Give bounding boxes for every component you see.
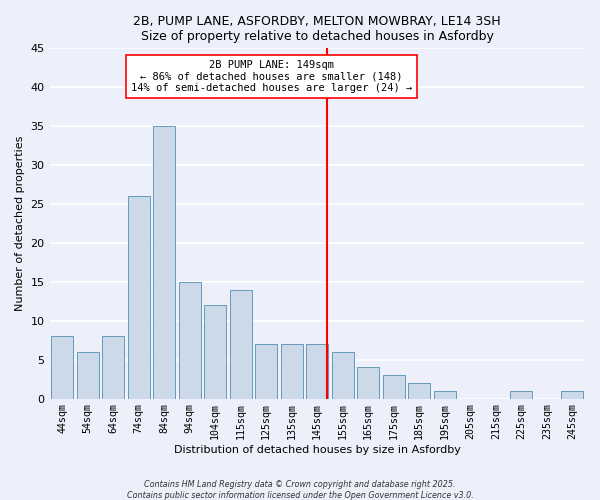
Title: 2B, PUMP LANE, ASFORDBY, MELTON MOWBRAY, LE14 3SH
Size of property relative to d: 2B, PUMP LANE, ASFORDBY, MELTON MOWBRAY,…	[133, 15, 501, 43]
Bar	[179, 282, 200, 399]
Bar	[154, 126, 175, 398]
Bar	[52, 336, 73, 398]
Bar	[332, 352, 353, 399]
Bar	[409, 383, 430, 398]
Text: Contains HM Land Registry data © Crown copyright and database right 2025.
Contai: Contains HM Land Registry data © Crown c…	[127, 480, 473, 500]
Bar	[103, 336, 124, 398]
Bar	[205, 305, 226, 398]
Y-axis label: Number of detached properties: Number of detached properties	[15, 136, 25, 311]
X-axis label: Distribution of detached houses by size in Asfordby: Distribution of detached houses by size …	[174, 445, 461, 455]
Bar	[281, 344, 302, 399]
Bar	[511, 391, 532, 398]
Bar	[358, 368, 379, 398]
Bar	[256, 344, 277, 399]
Text: 2B PUMP LANE: 149sqm
← 86% of detached houses are smaller (148)
14% of semi-deta: 2B PUMP LANE: 149sqm ← 86% of detached h…	[131, 60, 412, 93]
Bar	[128, 196, 149, 398]
Bar	[383, 375, 404, 398]
Bar	[562, 391, 583, 398]
Bar	[230, 290, 251, 399]
Bar	[434, 391, 455, 398]
Bar	[307, 344, 328, 399]
Bar	[77, 352, 98, 399]
